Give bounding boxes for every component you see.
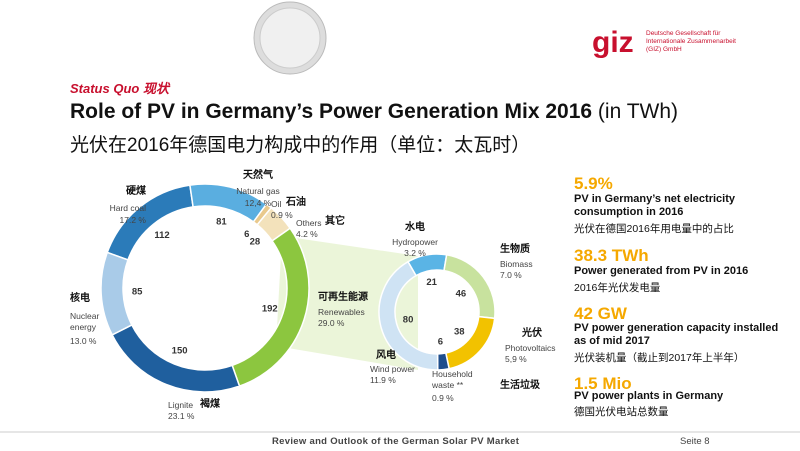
donut-segment bbox=[100, 251, 133, 336]
segment-share: 13.0 % bbox=[70, 336, 97, 346]
title-cn: 光伏在2016年德国电力构成中的作用（单位：太瓦时） bbox=[70, 135, 531, 156]
fact-text: PV power generation capacity installed a… bbox=[574, 322, 779, 347]
segment-value: 150 bbox=[172, 346, 188, 357]
fact-text-cn: 光伏在德国2016年用电量中的占比 bbox=[574, 223, 734, 235]
segment-share: 7.0 % bbox=[500, 270, 522, 280]
donut-segment bbox=[111, 323, 241, 393]
section-label: Status Quo 现状 bbox=[70, 81, 169, 96]
title-main: Role of PV in Germany’s Power Generation… bbox=[70, 100, 593, 123]
segment-label-cn: 核电 bbox=[70, 293, 90, 304]
segment-label-cn: 石油 bbox=[286, 197, 306, 208]
donut-segment bbox=[444, 315, 496, 370]
segment-label: Lignite bbox=[168, 400, 194, 410]
segment-value: 46 bbox=[456, 288, 467, 299]
segment-share: 4.2 % bbox=[296, 229, 318, 239]
segment-label-cn: 生活垃圾 bbox=[500, 380, 540, 391]
segment-value: 38 bbox=[454, 327, 465, 338]
segment-share: 11.9 % bbox=[370, 375, 396, 385]
fact-text: Power generated from PV in 2016 bbox=[574, 265, 749, 277]
donut-segment bbox=[378, 260, 439, 371]
segment-value: 6 bbox=[244, 229, 249, 240]
segment-label: Nuclear energy bbox=[70, 311, 100, 332]
segment-share: 3.2 % bbox=[404, 248, 426, 258]
segment-label: Household waste ** bbox=[432, 369, 473, 390]
segment-share: 5,9 % bbox=[505, 354, 527, 364]
segment-share: 29.0 % bbox=[318, 318, 345, 328]
segment-label: Biomass bbox=[500, 259, 533, 269]
segment-value: 21 bbox=[426, 277, 437, 288]
segment-value: 28 bbox=[250, 236, 261, 247]
fact-text: PV in Germany’s net electricity consumpt… bbox=[574, 193, 735, 218]
fact-value: 1.5 Mio bbox=[574, 374, 632, 393]
donut-segment bbox=[443, 253, 496, 320]
segment-label-cn: 水电 bbox=[405, 222, 425, 233]
segment-label: Wind power bbox=[370, 364, 415, 374]
segment-value: 81 bbox=[216, 217, 227, 228]
segment-label: Photovoltaics bbox=[505, 343, 556, 353]
segment-label-cn: 硬煤 bbox=[126, 186, 146, 197]
fact-text-cn: 2016年光伏发电量 bbox=[574, 282, 661, 294]
segment-label-cn: 可再生能源 bbox=[318, 292, 368, 303]
fact-text: PV power plants in Germany bbox=[574, 390, 724, 402]
segment-share: 23.1 % bbox=[168, 411, 195, 421]
segment-value: 80 bbox=[403, 314, 414, 325]
fact-text-cn: 光伏装机量（截止到2017年上半年） bbox=[574, 352, 745, 364]
segment-label-cn: 光伏 bbox=[522, 328, 542, 339]
segment-label: Hard coal bbox=[109, 203, 146, 213]
renewables-fan bbox=[276, 236, 418, 370]
footer-text: Review and Outlook of the German Solar P… bbox=[272, 436, 520, 447]
segment-label: Others bbox=[296, 218, 322, 228]
segment-label-cn: 风电 bbox=[376, 350, 396, 361]
fact-value: 38.3 TWh bbox=[574, 246, 649, 265]
segment-label: Natural gas bbox=[236, 186, 280, 196]
segment-label-cn: 生物质 bbox=[500, 244, 530, 255]
segment-label-cn: 天然气 bbox=[243, 170, 273, 181]
logo-mark: giz bbox=[592, 26, 634, 59]
segment-value: 6 bbox=[438, 336, 443, 347]
segment-share: 12,4 % bbox=[244, 198, 272, 208]
segment-share: 0.9 % bbox=[432, 393, 454, 403]
title: Role of PV in Germany’s Power Generation… bbox=[70, 100, 678, 124]
segment-label: Oil bbox=[271, 199, 282, 209]
segment-value: 85 bbox=[132, 287, 143, 298]
logo-text: Deutsche Gesellschaft für Internationale… bbox=[646, 30, 736, 53]
fact-value: 42 GW bbox=[574, 304, 627, 323]
segment-label-cn: 其它 bbox=[325, 216, 345, 227]
segment-value: 112 bbox=[154, 230, 169, 241]
segment-label: Renewables bbox=[318, 307, 365, 317]
globe-inner bbox=[259, 7, 321, 69]
title-unit: (in TWh) bbox=[597, 100, 679, 123]
page-number: Seite 8 bbox=[680, 436, 710, 447]
segment-label: Hydropower bbox=[392, 237, 438, 247]
segment-share: 17.2 % bbox=[119, 215, 146, 225]
fact-value: 5.9% bbox=[574, 174, 613, 193]
segment-label-cn: 褐煤 bbox=[200, 399, 220, 410]
fact-text-cn: 德国光伏电站总数量 bbox=[574, 406, 669, 418]
segment-share: 0.9 % bbox=[271, 210, 293, 220]
segment-value: 192 bbox=[262, 303, 278, 314]
